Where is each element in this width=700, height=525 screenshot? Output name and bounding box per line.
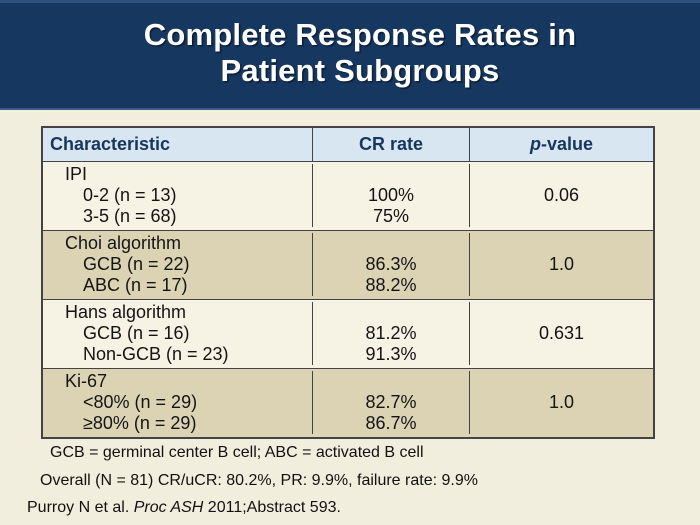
table-header-row: Characteristic CR rate p-value <box>43 128 653 161</box>
row-label: Non-GCB (n = 23) <box>83 344 229 364</box>
p-value-rest: -value <box>540 134 594 154</box>
table-section-hans: Hans algorithm GCB (n = 16) Non-GCB (n =… <box>43 299 653 368</box>
column-header-p-value: p-value <box>469 128 653 161</box>
citation-prefix: Purroy N et al. <box>27 499 134 516</box>
cr-rate-value: 82.7% <box>365 392 417 412</box>
slide-title: Complete Response Rates in Patient Subgr… <box>20 17 700 89</box>
spacer <box>313 233 469 254</box>
cr-rate-value: 91.3% <box>365 344 417 364</box>
spacer <box>470 371 653 392</box>
row-label: ≥80% (n = 29) <box>83 413 197 433</box>
section-title: Hans algorithm <box>65 302 187 322</box>
column-header-characteristic: Characteristic <box>50 134 171 154</box>
cr-rate-value: 88.2% <box>365 275 417 295</box>
row-label: GCB (n = 16) <box>83 323 190 343</box>
table-section-ipi: IPI 0-2 (n = 13) 3-5 (n = 68) 100% 75% 0… <box>43 161 653 230</box>
p-value-italic-p: p <box>529 134 541 154</box>
spacer <box>313 302 469 323</box>
cr-rate-value: 86.7% <box>365 413 417 433</box>
citation-journal: Proc ASH <box>133 499 204 516</box>
spacer <box>313 164 469 185</box>
row-label: <80% (n = 29) <box>83 392 198 412</box>
section-title: IPI <box>65 164 88 184</box>
p-value: 1.0 <box>548 254 575 274</box>
column-header-cr-rate: CR rate <box>312 128 469 161</box>
slide-title-line2: Patient Subgroups <box>220 53 500 88</box>
table-section-choi: Choi algorithm GCB (n = 22) ABC (n = 17)… <box>43 230 653 299</box>
row-label: 3-5 (n = 68) <box>83 206 177 226</box>
row-label: GCB (n = 22) <box>83 254 190 274</box>
title-band <box>0 0 700 110</box>
p-value: 0.631 <box>538 323 585 343</box>
section-title: Ki-67 <box>65 371 108 391</box>
spacer <box>470 233 653 254</box>
spacer <box>313 371 469 392</box>
row-label: ABC (n = 17) <box>83 275 188 295</box>
citation: Purroy N et al. Proc ASH 2011;Abstract 5… <box>27 499 341 517</box>
citation-suffix: 2011;Abstract 593. <box>203 499 341 516</box>
slide-title-line1: Complete Response Rates in <box>143 17 577 52</box>
row-label: 0-2 (n = 13) <box>83 185 177 205</box>
spacer <box>470 302 653 323</box>
cr-rate-value: 75% <box>372 206 410 226</box>
response-rates-table: Characteristic CR rate p-value IPI 0-2 (… <box>41 126 655 439</box>
cr-rate-value: 100% <box>367 185 415 205</box>
abbreviation-note: GCB = germinal center B cell; ABC = acti… <box>50 444 424 461</box>
cr-rate-value: 81.2% <box>365 323 417 343</box>
cr-rate-value: 86.3% <box>365 254 417 274</box>
p-value: 0.06 <box>543 185 580 205</box>
table-section-ki67: Ki-67 <80% (n = 29) ≥80% (n = 29) 82.7% … <box>43 368 653 437</box>
section-title: Choi algorithm <box>65 233 182 253</box>
p-value: 1.0 <box>548 392 575 412</box>
overall-results-note: Overall (N = 81) CR/uCR: 80.2%, PR: 9.9%… <box>40 472 478 489</box>
spacer <box>470 164 653 185</box>
